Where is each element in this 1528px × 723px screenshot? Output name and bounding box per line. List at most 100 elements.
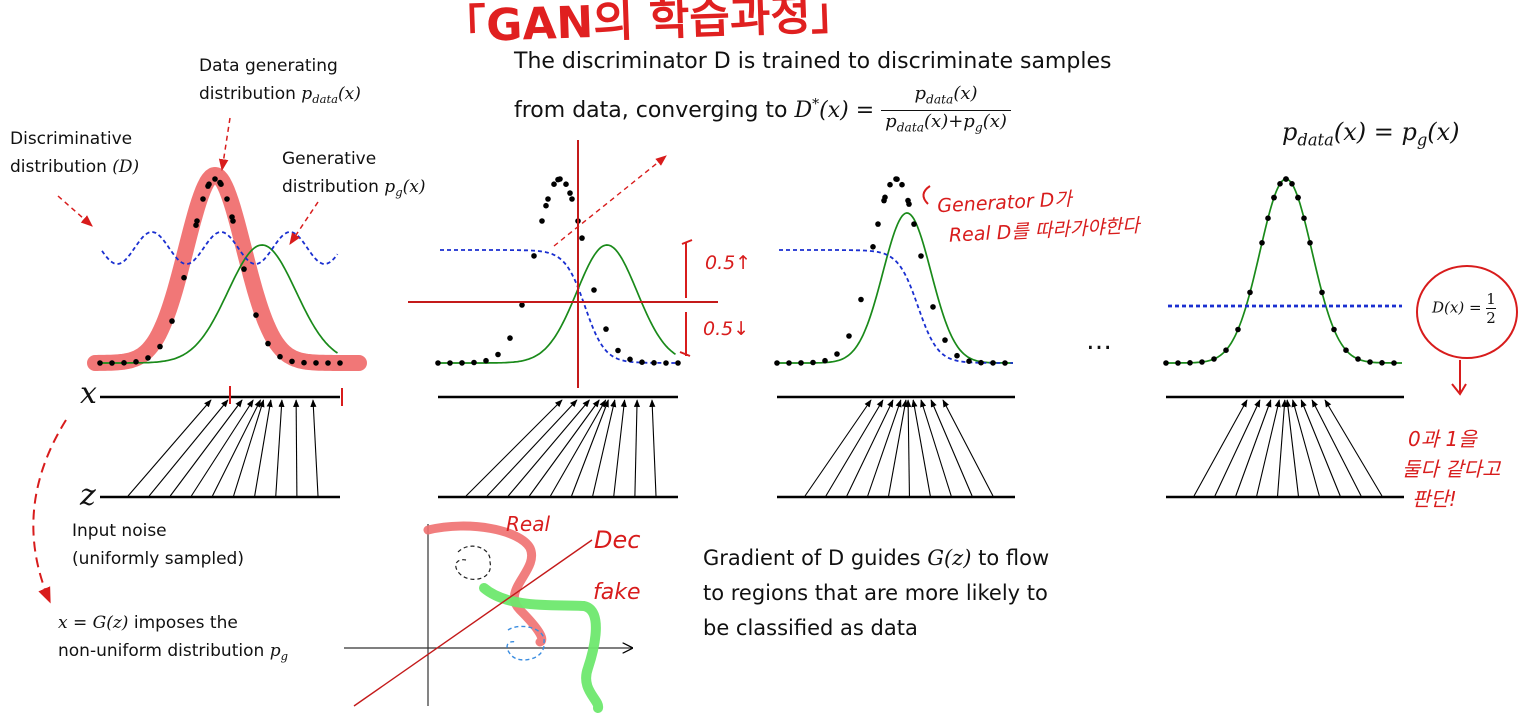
data-point-panel-2 — [603, 326, 609, 332]
data-point-panel-2 — [591, 287, 597, 293]
mapping-arrow-panel-1 — [211, 399, 261, 497]
mapping-equation: x = G(z) — [58, 613, 129, 633]
mapping-arrow-panel-2 — [486, 399, 578, 497]
generative-line1: Generative — [282, 149, 377, 169]
data-point-panel-4 — [1163, 360, 1169, 366]
data-point-panel-2 — [639, 359, 645, 366]
ellipsis: … — [1086, 326, 1112, 356]
sketch-real-cluster — [455, 545, 491, 580]
data-point-panel-1 — [181, 274, 187, 281]
data-point-panel-1 — [109, 360, 115, 366]
data-generating-line2: distribution pdata(x) — [199, 84, 361, 107]
discriminative-symbol: (D) — [112, 157, 140, 177]
data-point-panel-1 — [277, 353, 283, 360]
data-point-panel-1 — [253, 312, 259, 318]
data-point-panel-2 — [435, 360, 441, 366]
data-point-panel-1 — [97, 360, 103, 366]
data-point-panel-2 — [615, 347, 621, 354]
sketch-real-curve — [423, 521, 547, 647]
input-noise-label: Input noise (uniformly sampled) — [72, 517, 244, 573]
data-point-panel-1 — [218, 181, 224, 187]
data-point-panel-3 — [887, 181, 893, 188]
data-point-panel-4 — [1319, 289, 1325, 296]
discriminative-line2: distribution (D) — [10, 157, 140, 177]
data-point-panel-2 — [531, 253, 537, 259]
data-point-panel-2 — [471, 359, 477, 366]
decision-note: Dec — [594, 526, 641, 554]
mapping-arrow-panel-1 — [310, 399, 319, 497]
data-point-panel-3 — [870, 244, 876, 250]
gradient-line1: Gradient of D guides G(z) to flow — [703, 546, 1050, 570]
data-point-panel-2 — [567, 190, 573, 196]
mapping-arrow-panel-4 — [1256, 399, 1281, 497]
data-point-panel-3 — [858, 296, 864, 303]
data-point-panel-4 — [1301, 215, 1307, 221]
data-point-panel-2 — [663, 360, 669, 366]
data-point-panel-1 — [230, 218, 236, 224]
data-point-panel-2 — [651, 360, 657, 366]
data-point-panel-2 — [551, 181, 557, 187]
data-point-panel-3 — [822, 357, 828, 364]
above-half-note: 0.5↑ — [705, 252, 752, 274]
mapping-arrow-panel-1 — [254, 399, 273, 497]
real-note: Real — [506, 512, 551, 536]
data-point-panel-2 — [563, 181, 569, 187]
data-point-panel-3 — [899, 181, 905, 188]
gradient-line2: to regions that are more likely to — [703, 581, 1048, 605]
sketch-fake-curve — [479, 583, 603, 713]
data-point-panel-1 — [145, 355, 151, 361]
data-point-panel-4 — [1289, 181, 1295, 187]
generative-curve-panel-2 — [440, 244, 676, 364]
data-point-panel-4 — [1175, 360, 1181, 366]
mapping-arrow-panel-3 — [867, 399, 902, 497]
data-point-panel-4 — [1265, 215, 1271, 221]
data-point-panel-1 — [224, 196, 230, 202]
data-generating-label: Data generating distribution pdata(x) — [199, 52, 361, 113]
data-point-panel-4 — [1343, 347, 1349, 354]
discriminative-line1: Discriminative — [10, 129, 133, 149]
data-point-panel-3 — [942, 337, 948, 343]
mapping-line1: x = G(z) imposes the — [58, 613, 238, 633]
data-point-panel-1 — [121, 360, 127, 366]
mapping-arrow-panel-3 — [942, 399, 994, 497]
data-point-panel-3 — [834, 351, 840, 357]
data-point-panel-1 — [325, 360, 331, 366]
data-point-panel-4 — [1211, 356, 1217, 362]
data-point-panel-3 — [990, 360, 996, 366]
data-point-panel-1 — [289, 358, 295, 365]
conclusion-line1: 0과 1을 — [1408, 427, 1477, 451]
mapping-arrow-panel-3 — [920, 399, 952, 497]
generator-note: Generator D가 Real D를 따라가야한다 — [937, 181, 1141, 251]
data-label-arrow — [218, 117, 231, 172]
mapping-arrow-panel-1 — [233, 399, 265, 497]
data-point-panel-2 — [543, 202, 549, 209]
generator-note-arc — [922, 185, 931, 205]
data-point-panel-2 — [539, 218, 545, 224]
below-half-bracket — [679, 312, 691, 357]
data-point-panel-1 — [193, 222, 199, 228]
mapping-arrow-panel-3 — [911, 399, 931, 497]
data-point-panel-3 — [786, 360, 792, 366]
fake-note: fake — [593, 580, 641, 605]
data-point-panel-4 — [1355, 356, 1361, 362]
d-half-circle — [1416, 265, 1518, 359]
mapping-arrow-panel-1 — [148, 399, 229, 497]
below-half-note: 0.5↓ — [703, 318, 750, 340]
x-axis-label: x — [80, 376, 97, 411]
data-point-panel-1 — [313, 360, 319, 366]
mapping-arrow-panel-2 — [592, 399, 617, 497]
discriminative-label-arrow — [57, 195, 93, 227]
mapping-arrow-panel-4 — [1193, 399, 1248, 497]
generative-curve-panel-4 — [1168, 178, 1402, 364]
data-point-panel-1 — [241, 266, 247, 272]
mapping-arrow-panel-2 — [528, 399, 600, 497]
mapping-arrow-panel-4 — [1284, 399, 1299, 497]
input-noise-line1: Input noise — [72, 521, 167, 541]
discriminator-description: The discriminator D is trained to discri… — [514, 45, 1111, 139]
above-half-bracket — [681, 239, 693, 298]
generative-line2: distribution pg(x) — [282, 177, 426, 200]
data-point-panel-3 — [966, 358, 972, 365]
equilibrium-equation: pdata(x) = pg(x) — [1282, 118, 1460, 150]
